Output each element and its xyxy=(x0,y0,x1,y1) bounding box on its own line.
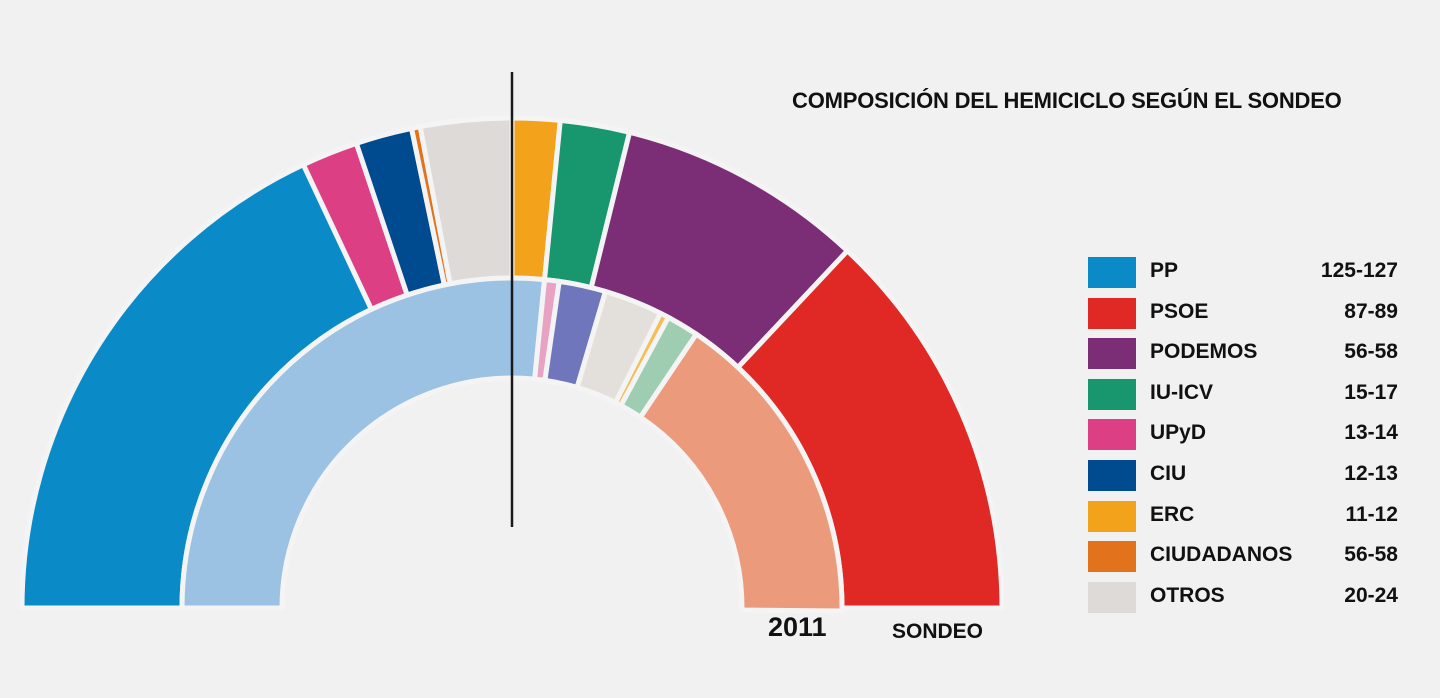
legend-party-name: PSOE xyxy=(1150,299,1209,323)
legend-seat-range: 15-17 xyxy=(1344,380,1398,404)
legend-party-name: CIU xyxy=(1150,461,1187,485)
legend-item-erc: ERC 11-12 xyxy=(1088,498,1408,539)
legend-swatch xyxy=(1088,541,1136,573)
legend-swatch xyxy=(1088,419,1136,451)
legend-seat-range: 11-12 xyxy=(1345,502,1398,526)
legend-party-name: ERC xyxy=(1150,502,1195,526)
legend-party-name: PP xyxy=(1150,259,1179,282)
legend-swatch xyxy=(1088,257,1136,288)
legend-item-psoe: PSOE 87-89 xyxy=(1088,295,1408,336)
legend-swatch xyxy=(1088,338,1136,370)
legend-seat-range: 56-58 xyxy=(1344,340,1398,364)
legend-item-ciudadanos: CIUDADANOS 56-58 xyxy=(1088,538,1408,579)
legend-seat-range: 13-14 xyxy=(1344,421,1398,445)
legend-item-upyd: UPyD 13-14 xyxy=(1088,416,1408,457)
legend-party-name: UPyD xyxy=(1150,421,1207,445)
legend-swatch xyxy=(1088,581,1136,613)
legend-party-name: PODEMOS xyxy=(1150,340,1258,364)
legend-item-otros: OTROS 20-24 xyxy=(1088,579,1408,620)
legend-swatch xyxy=(1088,459,1136,491)
legend-item-ciu: CIU 12-13 xyxy=(1088,457,1408,498)
legend: PP 125-127 PSOE 87-89 PODEMOS 56-58 IU-ICV 15-1… xyxy=(1088,254,1408,619)
ring-label-sondeo: SONDEO xyxy=(892,620,984,643)
legend-item-podemos: PODEMOS 56-58 xyxy=(1088,335,1408,376)
seg-2011-psoe xyxy=(636,330,845,614)
legend-swatch xyxy=(1088,500,1136,532)
seg-2011-pp xyxy=(179,275,548,611)
legend-party-name: IU-ICV xyxy=(1150,380,1213,404)
ring-label-2011: 2011 xyxy=(768,612,827,642)
legend-item-iu-icv: IU-ICV 15-17 xyxy=(1088,376,1408,417)
legend-seat-range: 12-13 xyxy=(1344,461,1398,485)
legend-item-pp: PP 125-127 xyxy=(1088,254,1408,295)
legend-seat-range: 20-24 xyxy=(1344,583,1398,607)
legend-seat-range: 125-127 xyxy=(1320,259,1398,282)
legend-swatch xyxy=(1088,297,1136,329)
chart-title: COMPOSICIÓN DEL HEMICICLO SEGÚN EL SONDE… xyxy=(792,88,1342,113)
legend-party-name: CIUDADANOS xyxy=(1150,543,1293,567)
legend-seat-range: 87-89 xyxy=(1344,299,1398,323)
legend-party-name: OTROS xyxy=(1150,583,1225,607)
legend-seat-range: 56-58 xyxy=(1344,543,1398,567)
legend-swatch xyxy=(1088,378,1136,410)
